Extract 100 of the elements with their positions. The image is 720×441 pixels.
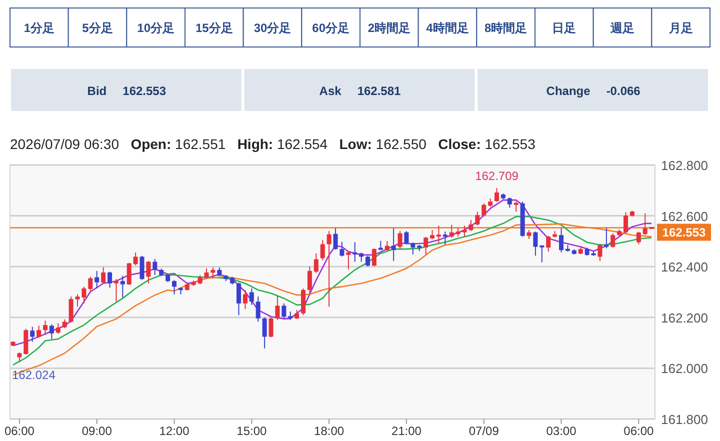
text: -0.066 (606, 84, 641, 98)
candlestick (456, 226, 460, 238)
candlestick (210, 266, 216, 278)
candlestick (88, 276, 93, 292)
text: 10分足 (137, 21, 175, 35)
candlestick (49, 324, 54, 340)
candlestick (108, 271, 112, 288)
candlestick (462, 225, 467, 238)
text: 日足 (552, 21, 576, 35)
candlestick (94, 270, 100, 289)
x-tick-label: 09:00 (82, 424, 112, 438)
candlestick (275, 295, 280, 320)
candlestick (540, 245, 544, 263)
candlestick (249, 288, 254, 306)
candlestick (126, 262, 132, 286)
x-tick-label: 06:00 (624, 424, 654, 438)
candlestick (307, 266, 312, 296)
candlestick (17, 352, 22, 363)
y-tick-label: 162.200 (661, 310, 708, 326)
text: 8時間足 (484, 21, 528, 35)
text: 1分足 (24, 21, 55, 35)
candlestick (404, 230, 409, 245)
candlestick (30, 326, 35, 342)
candlestick (68, 296, 74, 323)
candlestick (359, 252, 364, 262)
candlestick (204, 268, 209, 280)
candlestick (598, 243, 602, 262)
text: 月足 (668, 21, 693, 35)
candlestick (624, 212, 628, 234)
candlestick (114, 278, 118, 302)
candlestick (642, 212, 648, 236)
candlestick (282, 302, 286, 319)
text: 30分足 (254, 21, 292, 35)
y-tick-label: 162.000 (661, 361, 708, 376)
y-tick-label: 162.800 (661, 158, 708, 173)
candlestick (430, 230, 435, 240)
candlestick (391, 228, 396, 262)
candlestick (442, 231, 448, 245)
text: 15分足 (195, 21, 233, 35)
candlestick (101, 266, 106, 284)
candlestick (610, 232, 616, 248)
x-tick-label: 12:00 (159, 424, 190, 438)
text: 4時間足 (426, 21, 469, 35)
x-tick-label: 18:00 (314, 424, 344, 438)
annotation: 162.024 (12, 368, 56, 382)
y-tick-label: 162.400 (661, 260, 708, 275)
text: 2時間足 (368, 21, 411, 35)
candlestick (346, 251, 351, 270)
x-tick-label: 21:00 (391, 424, 422, 438)
candlestick (482, 202, 486, 218)
text: Ask (319, 84, 342, 98)
candlestick (268, 316, 274, 338)
candlestick (236, 282, 242, 316)
candlestick (507, 197, 512, 208)
candlestick (56, 322, 60, 334)
candlestick (120, 275, 125, 298)
candlestick (546, 235, 551, 252)
x-tick-label: 15:00 (236, 424, 267, 438)
candlestick (326, 230, 332, 308)
candlestick (352, 242, 358, 262)
candlestick (636, 231, 641, 245)
candlestick (198, 274, 202, 285)
y-tick-label: 161.800 (661, 412, 708, 427)
candlestick (410, 242, 416, 255)
candlestick (24, 328, 28, 355)
candlestick (340, 241, 344, 257)
candlestick (398, 230, 402, 250)
candlestick (533, 231, 538, 256)
candlestick (140, 255, 144, 280)
candlestick (146, 260, 151, 284)
candlestick (43, 320, 48, 336)
candlestick (172, 280, 177, 295)
candlestick (333, 228, 338, 250)
candlestick (301, 288, 306, 316)
candlestick (449, 224, 454, 238)
candlestick (559, 228, 564, 253)
x-tick-label: 06:00 (4, 424, 35, 438)
candlestick (604, 227, 609, 249)
annotation: 162.709 (475, 169, 519, 184)
candlestick (514, 201, 518, 212)
candlestick (36, 325, 42, 338)
candlestick (372, 248, 376, 267)
chart-title: 2026/07/09 06:30 Open: 162.551 High: 162.554 Low: 162.550 Close: 162.553 (10, 136, 536, 152)
candlestick (494, 188, 500, 202)
text: 60分足 (312, 21, 350, 35)
text: 162.553 (122, 84, 166, 98)
candlestick (424, 236, 428, 255)
ref-line-label: 162.553 (662, 226, 706, 240)
candlestick (262, 316, 267, 349)
line-series (12, 199, 652, 346)
candlestick (384, 240, 390, 252)
text: 週足 (610, 21, 634, 35)
candlestick (320, 239, 325, 261)
x-tick-label: 03:00 (546, 424, 577, 438)
candlestick (475, 211, 480, 226)
candlestick (468, 220, 474, 232)
x-tick-label: 07/09 (468, 424, 500, 438)
candlestick (152, 258, 158, 276)
y-tick-label: 162.600 (661, 208, 708, 224)
text: Bid (87, 84, 107, 98)
